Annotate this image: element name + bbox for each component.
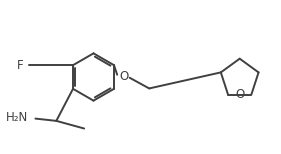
Text: O: O [235, 88, 244, 101]
Text: F: F [17, 59, 24, 72]
Text: H₂N: H₂N [6, 111, 28, 124]
Text: O: O [119, 70, 129, 83]
